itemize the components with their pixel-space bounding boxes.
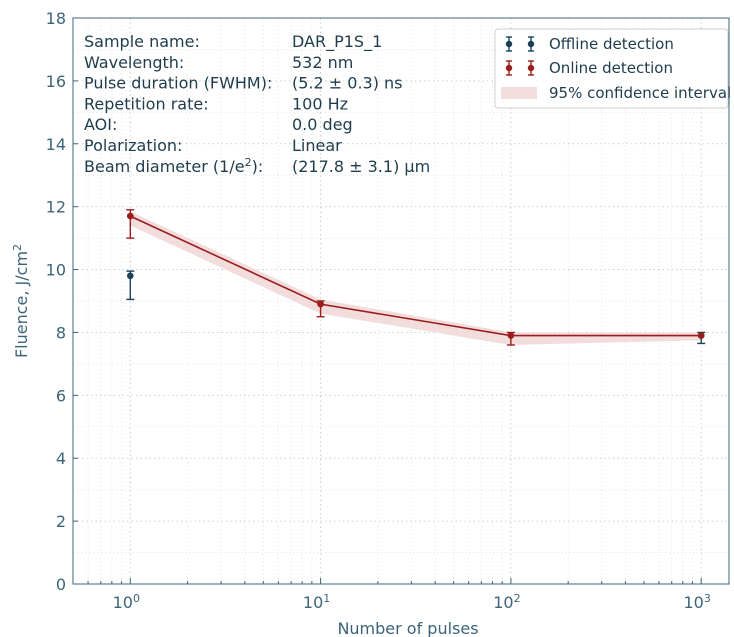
info-value: Linear — [292, 136, 342, 155]
x-tick-label-exp: 1 — [323, 592, 330, 605]
legend-offline-label: Offline detection — [549, 35, 674, 53]
info-label: Sample name: — [84, 32, 200, 51]
x-tick-label-base: 10 — [303, 593, 323, 612]
y-tick-label: 0 — [56, 575, 66, 594]
x-tick-label: 100 — [113, 592, 140, 613]
legend: Offline detection Online detection 95% con… — [494, 28, 731, 109]
info-label-text: Polarization: — [84, 136, 182, 155]
y-tick-label: 8 — [56, 323, 66, 342]
y-tick-label: 4 — [56, 449, 66, 468]
info-label: Wavelength: — [84, 53, 184, 72]
info-label: Beam diameter (1/e2): — [84, 155, 263, 176]
online-point — [317, 300, 324, 308]
x-tick-label-exp: 0 — [133, 592, 140, 605]
legend-offline-marker — [527, 40, 535, 48]
x-tick-label-exp: 3 — [704, 592, 711, 605]
info-label-text: Pulse duration (FWHM): — [84, 74, 272, 93]
legend-online-marker — [505, 64, 513, 72]
x-tick-label-base: 10 — [113, 593, 133, 612]
info-label: Polarization: — [84, 136, 182, 155]
x-axis-title: Number of pulses — [337, 619, 478, 637]
info-label-text: Sample name: — [84, 32, 200, 51]
y-tick-label: 6 — [56, 386, 66, 405]
offline-point — [126, 272, 134, 280]
online-series-line — [129, 215, 702, 337]
y-tick-label: 2 — [56, 512, 66, 531]
info-label-end: ): — [252, 157, 264, 176]
y-axis-title-sup: 2 — [11, 244, 24, 251]
info-value: 0.0 deg — [292, 115, 353, 134]
y-axis-title-main: Fluence, J/cm — [12, 251, 31, 358]
x-tick-label-base: 10 — [493, 593, 513, 612]
info-label-text: Beam diameter (1/e — [84, 157, 245, 176]
y-axis-title: Fluence, J/cm2 — [11, 244, 32, 358]
info-label: Repetition rate: — [84, 94, 209, 113]
info-value: (5.2 ± 0.3) ns — [292, 74, 403, 93]
series-layer — [126, 209, 706, 346]
y-tick-label: 16 — [46, 72, 66, 91]
legend-box — [494, 28, 729, 109]
info-label-text: AOI: — [84, 115, 117, 134]
y-tick-label: 14 — [46, 135, 66, 154]
info-label: Pulse duration (FWHM): — [84, 74, 272, 93]
legend-online-label: Online detection — [549, 59, 673, 77]
online-point — [126, 212, 134, 220]
legend-band-swatch — [501, 87, 537, 99]
legend-band-label: 95% confidence interval — [549, 84, 731, 102]
y-tick-label: 10 — [46, 261, 66, 280]
online-point — [507, 332, 515, 339]
info-value: DAR_P1S_1 — [292, 32, 382, 52]
info-label-text: Repetition rate: — [84, 94, 209, 113]
info-label: AOI: — [84, 115, 117, 134]
confidence-band-area — [130, 211, 702, 346]
y-tick-label: 12 — [46, 198, 66, 217]
online-point — [697, 332, 705, 339]
info-value: 100 Hz — [292, 94, 348, 113]
plot-frame — [72, 17, 730, 585]
confidence-band — [130, 211, 702, 346]
info-value: (217.8 ± 3.1) μm — [292, 157, 430, 176]
x-tick-label-base: 10 — [684, 593, 704, 612]
x-tick-label-exp: 2 — [514, 592, 521, 605]
y-tick-label: 18 — [46, 9, 66, 28]
legend-offline-marker — [505, 40, 513, 48]
info-label-sup: 2 — [245, 155, 252, 168]
x-tick-label: 103 — [684, 592, 711, 613]
info-value: 532 nm — [292, 53, 353, 72]
info-label-text: Wavelength: — [84, 53, 184, 72]
x-tick-label: 101 — [303, 592, 330, 613]
info-block: Sample name: DAR_P1S_1 Wavelength: 532 nm Pu… — [84, 32, 430, 176]
x-tick-label: 102 — [493, 592, 520, 613]
legend-online-marker — [527, 64, 535, 72]
